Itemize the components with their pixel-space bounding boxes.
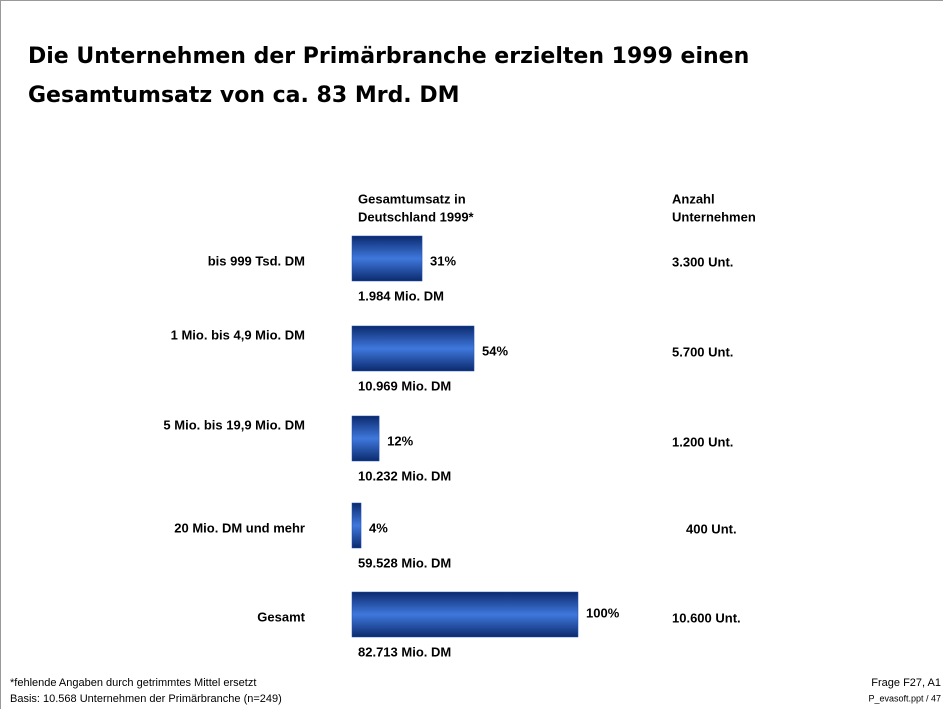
revenue-label: 59.528 Mio. DM [358,555,451,570]
count-label: 1.200 Unt. [672,434,733,449]
column-header: Deutschland 1999* [358,209,475,224]
count-label: 400 Unt. [686,521,737,536]
category-label: Gesamt [257,609,305,624]
revenue-label: 10.969 Mio. DM [358,378,451,393]
source: Frage F27, A1 [871,677,941,689]
count-label: 10.600 Unt. [672,610,741,625]
value-label: 4% [369,520,388,535]
category-label: 5 Mio. bis 19,9 Mio. DM [163,417,305,432]
count-label: 3.300 Unt. [672,254,733,269]
category-label: bis 999 Tsd. DM [208,253,305,268]
bar [351,415,380,462]
category-label: 20 Mio. DM und mehr [174,520,305,535]
footnote: *fehlende Angaben durch getrimmtes Mitte… [10,677,256,689]
value-label: 100% [586,605,620,620]
column-header: Unternehmen [672,209,756,224]
revenue-label: 1.984 Mio. DM [358,288,444,303]
count-label: 5.700 Unt. [672,344,733,359]
bar [351,325,475,372]
column-header: Anzahl [672,191,715,206]
category-label: 1 Mio. bis 4,9 Mio. DM [171,327,305,342]
column-header: Gesamtumsatz in [358,191,466,206]
title-line: Gesamtumsatz von ca. 83 Mrd. DM [28,83,459,108]
revenue-label: 10.232 Mio. DM [358,468,451,483]
footnote: Basis: 10.568 Unternehmen der Primärbran… [10,693,282,705]
bar [351,502,362,549]
value-label: 54% [482,343,508,358]
value-label: 31% [430,253,456,268]
value-label: 12% [387,433,413,448]
bar [351,591,579,638]
title-line: Die Unternehmen der Primärbranche erziel… [28,44,749,69]
revenue-label: 82.713 Mio. DM [358,644,451,659]
source: P_evasoft.ppt / 47 [868,693,941,703]
bar [351,235,423,282]
